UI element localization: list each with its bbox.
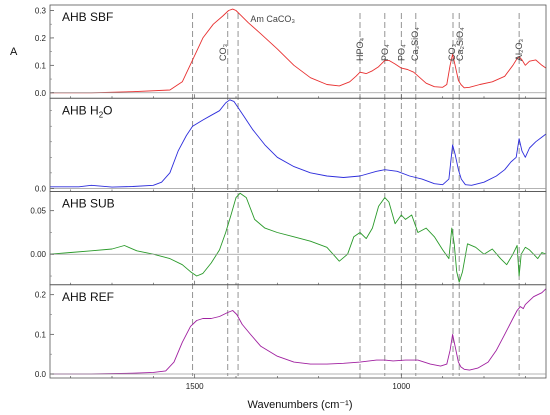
y-tick-label: 0.2 <box>35 34 47 43</box>
band-annotation: CO₃ <box>218 44 228 62</box>
spectrum-line <box>50 8 547 94</box>
band-annotation: CO₃ <box>447 44 457 62</box>
y-tick-label: 0.2 <box>35 291 47 300</box>
panel-label: AHB REF <box>62 290 114 304</box>
spectra-series <box>49 8 547 375</box>
band-annotation: HPO₄ <box>355 37 365 61</box>
band-annotation: PO₄ <box>396 44 406 61</box>
spectrum-line <box>49 192 547 283</box>
spectrum-line <box>50 99 547 188</box>
band-annotation: PO₄ <box>380 44 390 61</box>
y-tick-label: 0.1 <box>35 330 47 339</box>
band-annotation: Am CaCO₃ <box>250 14 295 24</box>
panel-label: AHB H2O <box>62 103 112 119</box>
x-tick-label: 1000 <box>392 382 410 391</box>
y-axis-label: A <box>10 46 18 58</box>
y-tick-label: 0.0 <box>35 370 47 379</box>
band-annotation: Al₂O₃ <box>514 39 524 61</box>
panel-frame <box>49 284 547 379</box>
band-guide-lines <box>192 13 520 376</box>
axes-frame: 0.0 0.1 0.2 0.3 AHB SBF 0.0 AHB H2O 0.00 0.05 AHB… <box>30 4 547 391</box>
y-tick-label: 0.1 <box>35 61 47 70</box>
spectrum-line <box>50 288 547 375</box>
x-axis-label: Wavenumbers (cm⁻¹) <box>247 399 352 411</box>
y-tick-label: 0.00 <box>30 250 46 259</box>
y-tick-label: 0.3 <box>35 6 47 15</box>
band-annotation: Ca₂SiO₄ <box>455 27 465 61</box>
panel-label: AHB SUB <box>62 197 115 211</box>
band-annotation: Ca₃SiO₄ <box>410 27 420 61</box>
y-tick-label: 0.05 <box>30 207 46 216</box>
y-tick-label: 0.0 <box>35 184 47 193</box>
x-tick-label: 1500 <box>186 382 204 391</box>
y-tick-label: 0.0 <box>35 89 47 98</box>
panel-label: AHB SBF <box>62 10 113 24</box>
